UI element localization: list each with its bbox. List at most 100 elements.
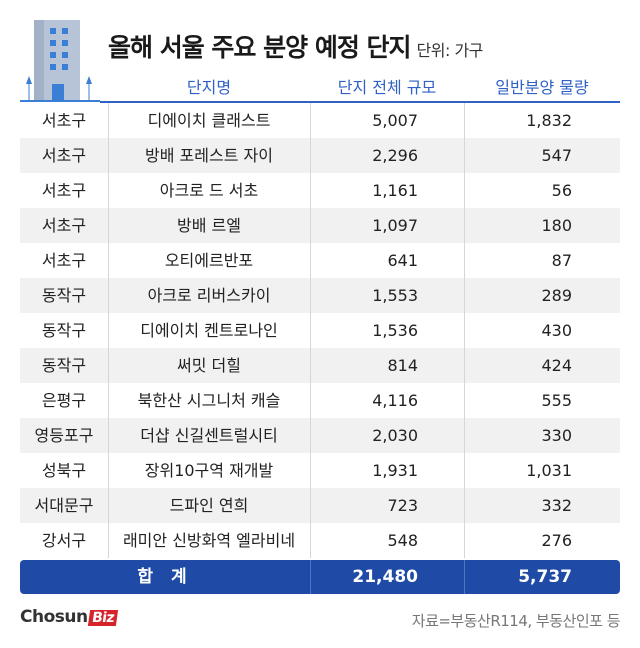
total-units-cell: 1,161: [372, 181, 418, 200]
chosunbiz-logo: Chosun Biz: [20, 607, 118, 627]
total-units-cell: 723: [387, 496, 418, 515]
column-divider: [464, 313, 465, 348]
column-divider: [108, 383, 109, 418]
complex-name-cell: 디에이치 켄트로나인: [140, 321, 278, 340]
column-divider: [310, 208, 311, 243]
column-divider: [464, 418, 465, 453]
column-divider: [464, 208, 465, 243]
general-supply-cell: 555: [541, 391, 572, 410]
column-divider: [464, 488, 465, 523]
total-units-cell: 2,030: [372, 426, 418, 445]
total-units-cell: 1,536: [372, 321, 418, 340]
column-divider: [464, 173, 465, 208]
general-supply-cell: 87: [551, 251, 572, 270]
column-divider: [310, 313, 311, 348]
district-cell: 서초구: [41, 146, 87, 165]
district-cell: 서대문구: [34, 496, 94, 515]
column-divider: [310, 488, 311, 523]
general-supply-cell: 424: [541, 356, 572, 375]
general-supply-sum: 5,737: [518, 567, 572, 587]
table-row: 은평구 북한산 시그니처 캐슬 4,116 555: [20, 383, 620, 418]
column-divider: [464, 453, 465, 488]
total-label: 합 계: [137, 567, 193, 587]
total-units-cell: 1,553: [372, 286, 418, 305]
total-units-cell: 814: [387, 356, 418, 375]
data-table: 서초구 디에이치 클래스트 5,007 1,832 서초구 방배 포레스트 자이 2,296…: [20, 103, 620, 558]
general-supply-cell: 180: [541, 216, 572, 235]
total-separator: [310, 560, 311, 594]
table-row: 성북구 장위10구역 재개발 1,931 1,031: [20, 453, 620, 488]
complex-name-cell: 드파인 연희: [169, 496, 249, 515]
total-units-cell: 548: [387, 531, 418, 550]
column-divider: [464, 278, 465, 313]
total-separator: [464, 560, 465, 594]
table-row: 동작구 써밋 더힐 814 424: [20, 348, 620, 383]
district-cell: 서초구: [41, 251, 87, 270]
unit-label: 단위: 가구: [416, 41, 484, 60]
table-row: 서초구 디에이치 클래스트 5,007 1,832: [20, 103, 620, 138]
district-cell: 성북구: [41, 461, 87, 480]
column-divider: [108, 418, 109, 453]
table-row: 동작구 디에이치 켄트로나인 1,536 430: [20, 313, 620, 348]
total-units-cell: 2,296: [372, 146, 418, 165]
column-divider: [108, 523, 109, 558]
complex-name-cell: 아크로 리버스카이: [147, 286, 271, 305]
chart-title: 올해 서울 주요 분양 예정 단지 단위: 가구: [108, 33, 484, 62]
district-cell: 영등포구: [34, 426, 94, 445]
column-divider: [310, 453, 311, 488]
column-divider: [464, 138, 465, 173]
table-row: 서대문구 드파인 연희 723 332: [20, 488, 620, 523]
complex-name-cell: 써밋 더힐: [177, 356, 241, 375]
complex-name-cell: 디에이치 클래스트: [147, 111, 271, 130]
column-divider: [108, 103, 109, 138]
table-row: 서초구 아크로 드 서초 1,161 56: [20, 173, 620, 208]
complex-name-cell: 장위10구역 재개발: [144, 461, 274, 480]
column-divider: [108, 278, 109, 313]
district-cell: 동작구: [41, 321, 87, 340]
total-units-cell: 1,931: [372, 461, 418, 480]
column-divider: [310, 383, 311, 418]
header-general-supply: 일반분양 물량: [495, 78, 589, 97]
header-divider: [100, 101, 620, 103]
column-divider: [108, 243, 109, 278]
district-cell: 강서구: [41, 531, 87, 550]
general-supply-cell: 332: [541, 496, 572, 515]
table-row: 서초구 방배 르엘 1,097 180: [20, 208, 620, 243]
total-units-cell: 641: [387, 251, 418, 270]
building-icon: [20, 20, 100, 102]
complex-name-cell: 방배 르엘: [177, 216, 241, 235]
column-divider: [108, 348, 109, 383]
general-supply-cell: 276: [541, 531, 572, 550]
column-divider: [310, 418, 311, 453]
source-note: 자료=부동산R114, 부동산인포 등: [411, 612, 621, 630]
complex-name-cell: 방배 포레스트 자이: [145, 146, 273, 165]
column-divider: [108, 208, 109, 243]
column-divider: [464, 383, 465, 418]
total-units-cell: 5,007: [372, 111, 418, 130]
general-supply-cell: 56: [551, 181, 572, 200]
general-supply-cell: 547: [541, 146, 572, 165]
district-cell: 서초구: [41, 111, 87, 130]
general-supply-cell: 289: [541, 286, 572, 305]
general-supply-cell: 330: [541, 426, 572, 445]
column-divider: [108, 453, 109, 488]
column-divider: [310, 173, 311, 208]
table-row: 강서구 래미안 신방화역 엘라비네 548 276: [20, 523, 620, 558]
district-cell: 동작구: [41, 286, 87, 305]
general-supply-cell: 1,832: [526, 111, 572, 130]
district-cell: 서초구: [41, 181, 87, 200]
table-row: 서초구 오티에르반포 641 87: [20, 243, 620, 278]
complex-name-cell: 아크로 드 서초: [159, 181, 259, 200]
column-divider: [310, 278, 311, 313]
total-units-sum: 21,480: [352, 567, 418, 587]
header-total-units: 단지 전체 규모: [337, 78, 437, 97]
district-cell: 동작구: [41, 356, 87, 375]
complex-name-cell: 오티에르반포: [164, 251, 254, 270]
column-divider: [464, 523, 465, 558]
column-divider: [310, 243, 311, 278]
table-row: 서초구 방배 포레스트 자이 2,296 547: [20, 138, 620, 173]
complex-name-cell: 래미안 신방화역 엘라비네: [122, 531, 296, 550]
column-divider: [464, 348, 465, 383]
header-complex-name: 단지명: [186, 78, 232, 97]
complex-name-cell: 북한산 시그니처 캐슬: [137, 391, 281, 410]
